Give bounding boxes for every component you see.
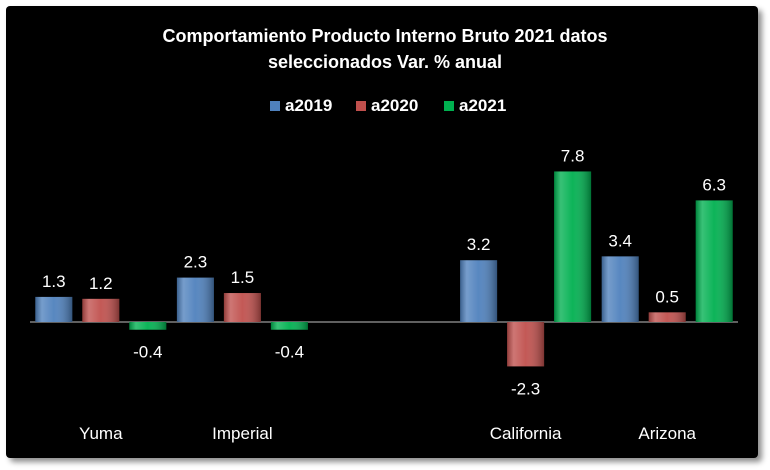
bar-shine-california-a2019	[460, 260, 498, 322]
bar-shine-yuma-a2021	[129, 322, 167, 330]
legend-swatch-a2021	[444, 101, 454, 111]
chart-title-line-1: Comportamiento Producto Interno Bruto 20…	[162, 26, 607, 46]
bar-shine-imperial-a2019	[176, 277, 214, 322]
data-label-imperial-a2021: -0.4	[275, 343, 304, 362]
bar-shine-arizona-a2019	[601, 256, 639, 322]
data-label-arizona-a2021: 6.3	[702, 175, 726, 194]
data-label-california-a2019: 3.2	[467, 235, 491, 254]
bar-shine-california-a2020	[507, 322, 545, 367]
legend-label-a2020: a2020	[371, 96, 418, 115]
bar-shine-imperial-a2020	[223, 293, 261, 322]
category-labels: Yuma Imperial California Arizona	[79, 424, 697, 443]
data-label-imperial-a2019: 2.3	[184, 253, 208, 272]
bar-shine-arizona-a2021	[695, 200, 733, 322]
chart-title-line-2: seleccionados Var. % anual	[268, 52, 502, 72]
data-label-california-a2020: -2.3	[511, 379, 540, 398]
data-label-yuma-a2020: 1.2	[89, 274, 113, 293]
category-label-california: California	[490, 424, 562, 443]
chart-frame	[6, 6, 758, 458]
data-label-arizona-a2020: 0.5	[655, 287, 679, 306]
data-label-yuma-a2021: -0.4	[133, 343, 162, 362]
bar-shine-arizona-a2020	[648, 312, 686, 322]
legend-swatch-a2019	[270, 101, 280, 111]
bar-shine-california-a2021	[554, 171, 592, 322]
category-label-yuma: Yuma	[79, 424, 123, 443]
legend-label-a2019: a2019	[285, 96, 332, 115]
bar-shine-yuma-a2020	[82, 298, 120, 322]
data-label-california-a2021: 7.8	[561, 146, 585, 165]
bar-shine-imperial-a2021	[270, 322, 308, 330]
data-label-yuma-a2019: 1.3	[42, 272, 66, 291]
category-label-imperial: Imperial	[212, 424, 272, 443]
bars-group: 1.3 1.2 -0.4 2.3 1.5 -0.4 3.2 -2.3 7.8 3.4 0.5 6.3	[35, 146, 733, 398]
category-label-arizona: Arizona	[638, 424, 696, 443]
legend-label-a2021: a2021	[459, 96, 506, 115]
data-label-arizona-a2019: 3.4	[608, 231, 632, 250]
data-label-imperial-a2020: 1.5	[231, 268, 255, 287]
legend-swatch-a2020	[356, 101, 366, 111]
legend: a2019 a2020 a2021	[270, 96, 506, 115]
bar-shine-yuma-a2019	[35, 296, 73, 322]
